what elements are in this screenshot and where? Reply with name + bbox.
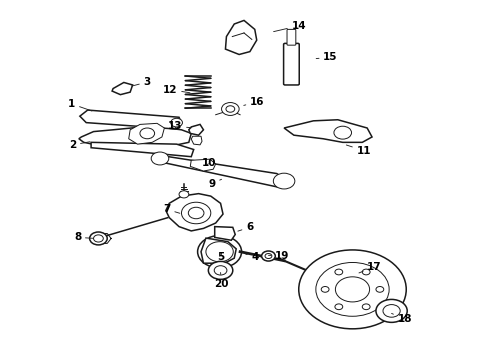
Text: 6: 6 xyxy=(238,222,253,232)
Text: 15: 15 xyxy=(316,52,338,62)
Text: 2: 2 xyxy=(69,140,90,150)
Circle shape xyxy=(171,118,182,127)
Polygon shape xyxy=(225,21,257,54)
Circle shape xyxy=(262,251,275,261)
Text: 19: 19 xyxy=(269,251,290,261)
Text: 17: 17 xyxy=(359,262,382,273)
Circle shape xyxy=(335,269,343,275)
Polygon shape xyxy=(129,123,164,144)
Circle shape xyxy=(188,207,204,219)
Polygon shape xyxy=(201,238,236,263)
FancyBboxPatch shape xyxy=(284,43,299,85)
Circle shape xyxy=(208,261,233,279)
Text: 10: 10 xyxy=(202,158,217,168)
Circle shape xyxy=(321,287,329,292)
Circle shape xyxy=(316,262,389,316)
Polygon shape xyxy=(79,127,191,148)
Circle shape xyxy=(181,202,211,224)
Text: 12: 12 xyxy=(163,85,190,95)
Polygon shape xyxy=(166,194,223,231)
Text: 16: 16 xyxy=(244,97,265,107)
Circle shape xyxy=(335,304,343,310)
Circle shape xyxy=(226,106,235,112)
Circle shape xyxy=(94,235,103,242)
Circle shape xyxy=(221,103,239,116)
Circle shape xyxy=(197,235,242,268)
FancyBboxPatch shape xyxy=(287,30,296,45)
Text: 20: 20 xyxy=(214,273,229,289)
Text: 11: 11 xyxy=(346,145,371,156)
Circle shape xyxy=(179,191,189,198)
Circle shape xyxy=(376,300,407,322)
Polygon shape xyxy=(215,226,235,240)
Text: 18: 18 xyxy=(392,314,412,324)
Circle shape xyxy=(334,126,351,139)
Circle shape xyxy=(362,304,370,310)
Circle shape xyxy=(206,242,233,262)
Circle shape xyxy=(140,128,155,139)
Text: 5: 5 xyxy=(217,252,224,262)
Circle shape xyxy=(273,173,295,189)
Circle shape xyxy=(383,305,400,317)
Polygon shape xyxy=(112,82,133,95)
Text: 3: 3 xyxy=(132,77,150,87)
Polygon shape xyxy=(284,120,372,142)
Circle shape xyxy=(265,253,272,258)
Circle shape xyxy=(214,266,227,275)
Text: 14: 14 xyxy=(273,21,306,32)
Circle shape xyxy=(151,152,169,165)
Text: 1: 1 xyxy=(68,99,92,111)
Circle shape xyxy=(362,269,370,275)
Polygon shape xyxy=(152,155,289,188)
Polygon shape xyxy=(80,110,181,129)
Text: 8: 8 xyxy=(74,232,93,242)
Text: 7: 7 xyxy=(163,204,180,215)
Circle shape xyxy=(376,287,384,292)
Circle shape xyxy=(90,232,107,245)
Polygon shape xyxy=(190,159,216,171)
Polygon shape xyxy=(91,142,194,157)
Circle shape xyxy=(299,250,406,329)
Polygon shape xyxy=(189,125,203,135)
Text: 13: 13 xyxy=(168,121,192,131)
Text: 9: 9 xyxy=(209,179,221,189)
Polygon shape xyxy=(191,136,202,145)
Text: 4: 4 xyxy=(245,252,259,262)
Circle shape xyxy=(335,277,369,302)
